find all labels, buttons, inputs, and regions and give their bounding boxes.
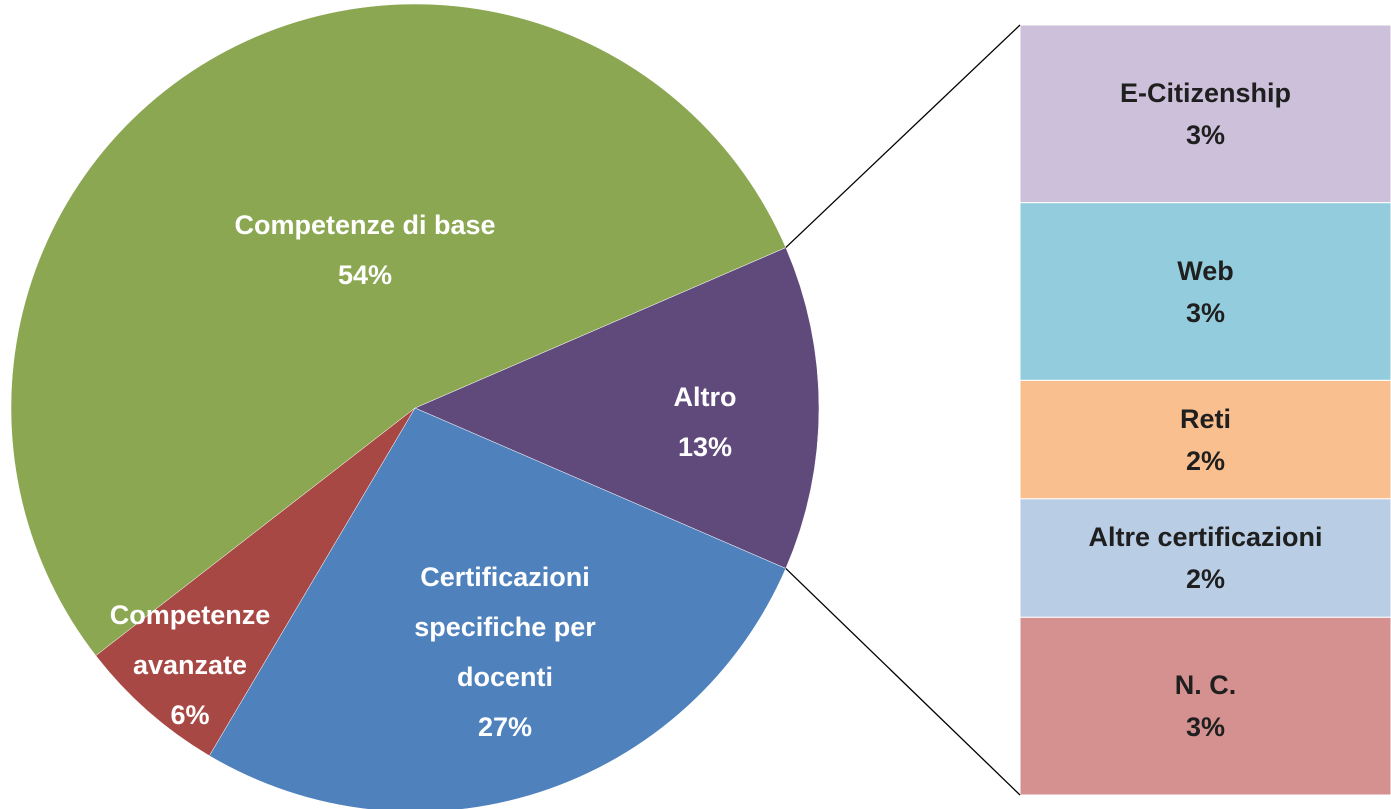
category-label: Certificazioni specifiche per docenti: [414, 562, 596, 692]
category-label: Competenze avanzate: [109, 600, 271, 680]
value-label: 2%: [1185, 445, 1226, 476]
category-label: Reti: [1179, 403, 1231, 434]
connector-line: [785, 24, 1021, 249]
pie-slice: [10, 3, 787, 656]
category-label: Altre certificazioni: [1088, 522, 1323, 553]
value-label: 13%: [677, 432, 733, 462]
bar-segment: [1019, 202, 1391, 381]
data-label: N. C. 3%: [1030, 664, 1381, 748]
data-label: Competenze avanzate 6%: [70, 590, 310, 740]
pie-slice: [414, 247, 820, 569]
data-label: Altro 13%: [605, 372, 805, 472]
category-label: Competenze di base: [234, 210, 496, 240]
value-label: 6%: [170, 700, 210, 730]
bar-segment: [1019, 616, 1391, 796]
value-label: 27%: [477, 712, 533, 742]
category-label: E-Citizenship: [1119, 77, 1291, 108]
pie-slice: [95, 407, 416, 757]
value-label: 3%: [1185, 119, 1226, 150]
data-label: Reti 2%: [1030, 398, 1381, 482]
value-label: 3%: [1185, 297, 1226, 328]
category-label: Web: [1177, 255, 1234, 286]
category-label: Altro: [673, 382, 737, 412]
data-label: Altre certificazioni 2%: [1030, 516, 1381, 600]
data-label: Competenze di base 54%: [205, 200, 525, 300]
data-label: E-Citizenship 3%: [1030, 72, 1381, 156]
value-label: 2%: [1185, 564, 1226, 595]
data-label: Web 3%: [1030, 250, 1381, 334]
bar-segment: [1019, 379, 1391, 500]
category-label: N. C.: [1174, 670, 1237, 701]
value-label: 54%: [337, 260, 393, 290]
data-label: Certificazioni specifiche per docenti 27%: [365, 552, 645, 752]
connector-line: [785, 567, 1021, 796]
value-label: 3%: [1185, 712, 1226, 743]
pie-slice: [209, 407, 787, 809]
